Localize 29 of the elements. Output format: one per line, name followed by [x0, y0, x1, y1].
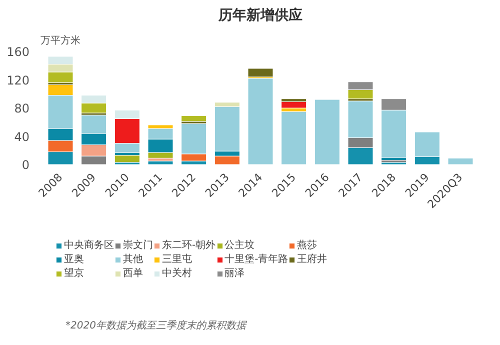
legend-label: 东二环-朝外	[162, 238, 216, 252]
legend-label: 望京	[64, 266, 84, 280]
bar	[181, 116, 207, 122]
y-tick-label: 120	[6, 73, 30, 88]
legend-label: 王府井	[297, 252, 328, 266]
legend-label: 中央商务区	[64, 238, 114, 252]
y-tick-label: 0	[22, 158, 30, 172]
bar	[214, 156, 240, 164]
y-tick-label: 160	[6, 45, 30, 59]
legend-label: 丽泽	[224, 267, 245, 280]
bar	[314, 99, 340, 164]
legend-label: 燕莎	[297, 238, 318, 252]
legend-label: 亚奥	[64, 253, 84, 266]
y-axis-title: 万平方米	[40, 34, 80, 46]
legend-label: 三里屯	[162, 252, 192, 266]
bar	[281, 111, 307, 164]
y-tick-label: 40	[14, 130, 30, 144]
text: *2020年数据为截至三季度末的累积数据	[66, 320, 247, 332]
legend-label: 其他	[123, 252, 143, 266]
bar	[114, 155, 140, 163]
bar	[281, 101, 307, 108]
legend-label: 西单	[123, 266, 143, 280]
legend-label: 十里堡-青年路	[224, 252, 288, 266]
legend-label: 公主坟	[224, 238, 255, 252]
legend-label: 中关村	[162, 266, 192, 280]
bar	[448, 158, 474, 164]
legend-label: 崇文门	[123, 238, 153, 252]
chart-title: 历年新增供应	[218, 6, 302, 24]
y-tick-label: 80	[14, 102, 30, 116]
